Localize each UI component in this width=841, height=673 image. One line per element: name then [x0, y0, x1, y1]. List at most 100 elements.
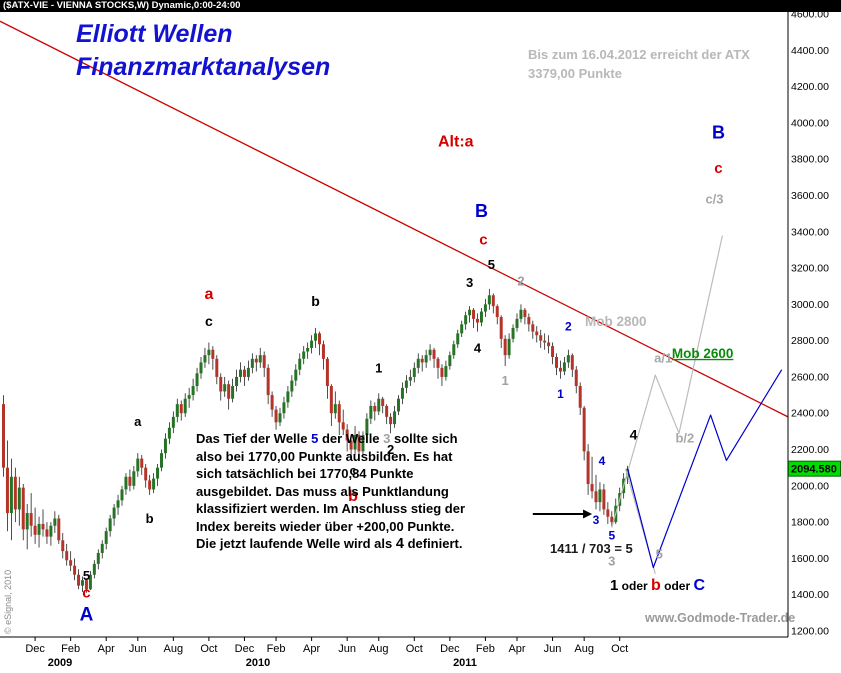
candle-body-up [175, 404, 179, 417]
candle-body-down [73, 565, 77, 575]
candle-body-down [57, 518, 61, 541]
candle-body-up [562, 362, 566, 372]
candle-body-down [274, 409, 278, 423]
candle-body-down [373, 405, 377, 412]
candle-body-down [495, 306, 499, 318]
candle-body-up [369, 405, 373, 419]
candle-body-up [203, 355, 207, 363]
pointer-arrow-head [583, 509, 593, 519]
candle-body-up [258, 355, 262, 363]
candle-body-down [337, 404, 341, 423]
candle-body-up [195, 373, 199, 387]
candle-body-down [179, 404, 183, 414]
candle-body-down [227, 384, 231, 399]
year-label: 2009 [48, 657, 72, 669]
candle-body-up [132, 471, 136, 486]
candle-body-down [539, 335, 543, 341]
paragraph-line: ausgebildet. Das muss als Punktlandung [196, 483, 449, 499]
candle-body-up [333, 404, 337, 414]
candle-body-up [448, 355, 452, 367]
candle-body-down [128, 476, 132, 486]
candle-body-up [408, 376, 412, 381]
candle-body-up [239, 369, 242, 377]
annotation-wave-2-gray-2011: 2 [517, 273, 524, 288]
candle-body-up [96, 552, 100, 564]
annotation-wave-2-2010: 2 [387, 442, 394, 457]
candle-body-up [187, 395, 191, 399]
candle-body-down [385, 405, 389, 417]
candle-body-up [160, 453, 163, 468]
month-label: Oct [406, 643, 423, 655]
annotation-wave-c-2009-top: c [205, 313, 213, 329]
price-tick-label: 3200.00 [791, 263, 829, 275]
candle-body-down [476, 318, 479, 323]
annotation-wave-5-2011-top: 5 [488, 257, 495, 272]
projection-blue-path [627, 369, 783, 569]
candle-body-down [503, 338, 507, 356]
price-tick-label: 1600.00 [791, 553, 829, 565]
month-label: Apr [98, 643, 115, 655]
month-label: Feb [61, 643, 80, 655]
candle-body-down [329, 386, 333, 414]
price-tick-label: 3800.00 [791, 154, 829, 166]
candle-body-down [13, 476, 17, 510]
ratio-text: 1411 / 703 = 5 [550, 541, 633, 556]
candle-body-up [444, 366, 448, 377]
alternative-count-label: 1 oder b oder C [610, 577, 706, 594]
candle-body-down [535, 331, 539, 336]
annotation-wave-4-blue-2011: 4 [599, 454, 606, 468]
candle-body-down [606, 509, 610, 517]
candle-body-up [460, 324, 464, 334]
candle-body-up [156, 467, 160, 479]
candle-body-up [397, 398, 400, 412]
candle-body-down [602, 489, 606, 510]
resistance-trendline [0, 20, 789, 418]
analysis-paragraph: Das Tief der Welle 5 der Welle 3 sollte … [196, 430, 465, 554]
candle-body-down [432, 349, 436, 359]
annotation-wave-3-2011-top: 3 [466, 275, 473, 290]
candle-body-down [436, 358, 440, 368]
candle-body-down [345, 429, 349, 441]
candle-body-up [235, 376, 239, 387]
candle-body-up [306, 347, 310, 352]
candle-body-down [321, 344, 325, 359]
candle-body-up [511, 327, 515, 339]
current-price-label: 2094.580 [791, 464, 837, 476]
annotation-wave-2-blue-2011: 2 [565, 320, 572, 334]
annotation-wave-c-red-2011-top: c [479, 231, 487, 248]
candle-body-up [302, 351, 306, 359]
candle-body-down [357, 435, 361, 452]
paragraph-line: Das Tief der Welle 5 der Welle 3 sollte … [196, 431, 458, 446]
candle-body-down [381, 398, 385, 406]
price-tick-label: 3400.00 [791, 226, 829, 238]
candle-body-up [116, 500, 120, 508]
candle-body-down [266, 367, 270, 396]
candle-body-up [452, 344, 456, 356]
candle-body-down [578, 386, 582, 408]
candle-body-up [17, 487, 21, 510]
month-label: Apr [303, 643, 320, 655]
candle-body-down [523, 309, 527, 318]
candle-body-down [65, 551, 69, 561]
candle-body-up [49, 525, 53, 537]
candle-body-down [61, 540, 65, 552]
candle-body-up [231, 386, 235, 399]
annotation-wave-1-2010: 1 [375, 360, 382, 375]
candle-body-down [551, 346, 555, 357]
month-label: Dec [235, 643, 255, 655]
price-tick-label: 2600.00 [791, 371, 829, 383]
candle-body-down [574, 369, 578, 387]
source-credit: www.Godmode-Trader.de [645, 611, 796, 625]
candle-body-up [479, 311, 483, 323]
candle-body-down [472, 309, 476, 319]
annotation-label-c3: c/3 [705, 192, 723, 207]
candle-body-up [464, 315, 468, 325]
candle-body-up [9, 476, 13, 514]
candle-body-down [140, 458, 144, 468]
annotation-wave-b-2010-top: b [311, 293, 320, 309]
candle-body-down [590, 484, 594, 492]
annotation-wave-5-2009-low: 5 [83, 568, 90, 583]
annotation-mob-2600: Mob 2600 [672, 346, 734, 361]
forecast-note: Bis zum 16.04.2012 erreicht der ATX 3379… [528, 45, 750, 83]
